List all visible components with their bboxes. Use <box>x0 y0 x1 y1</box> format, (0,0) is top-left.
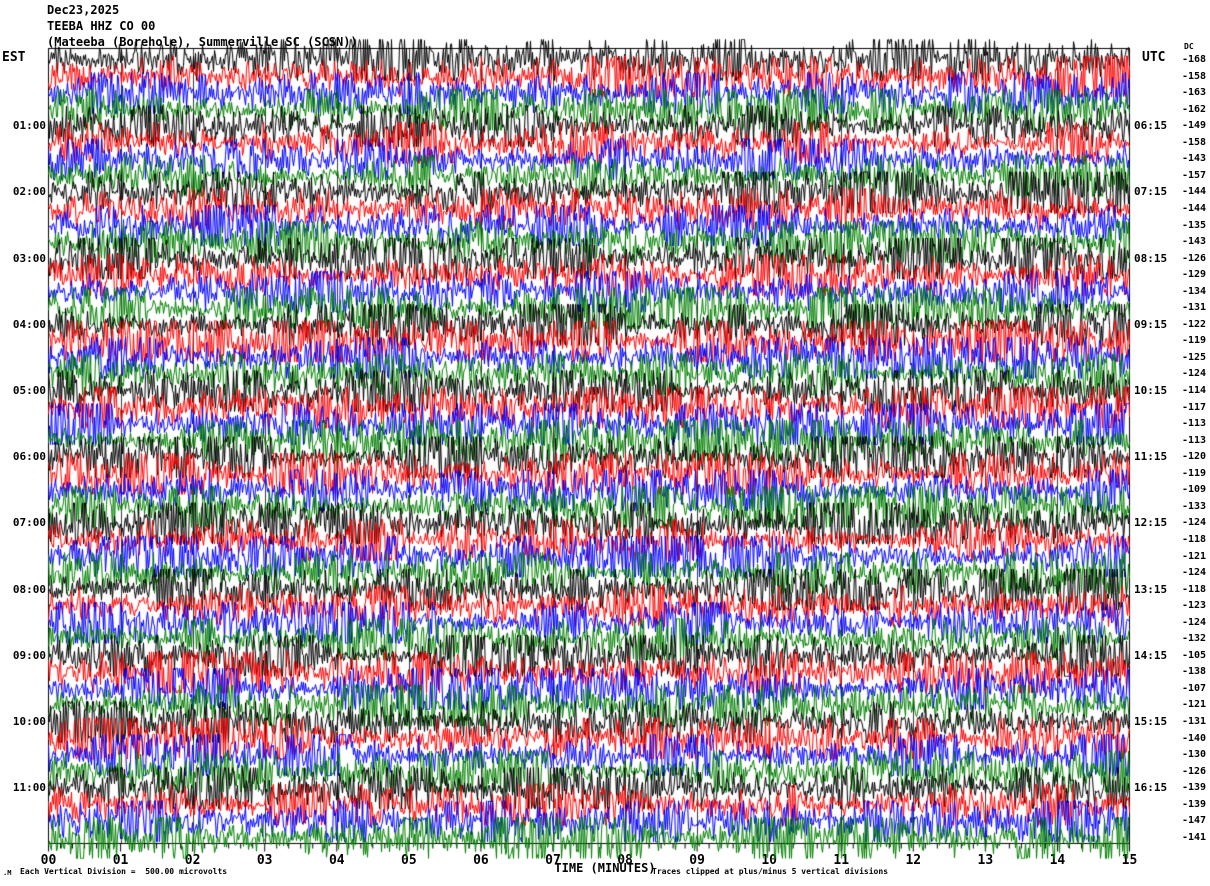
footer-clip-note: Traces clipped at plus/minus 5 vertical … <box>652 867 889 876</box>
footer-scale-note: Each Vertical Division = 500.00 microvol… <box>20 867 228 876</box>
x-axis-title: TIME (MINUTES) <box>554 861 656 875</box>
corner-mark: .M <box>3 869 12 877</box>
